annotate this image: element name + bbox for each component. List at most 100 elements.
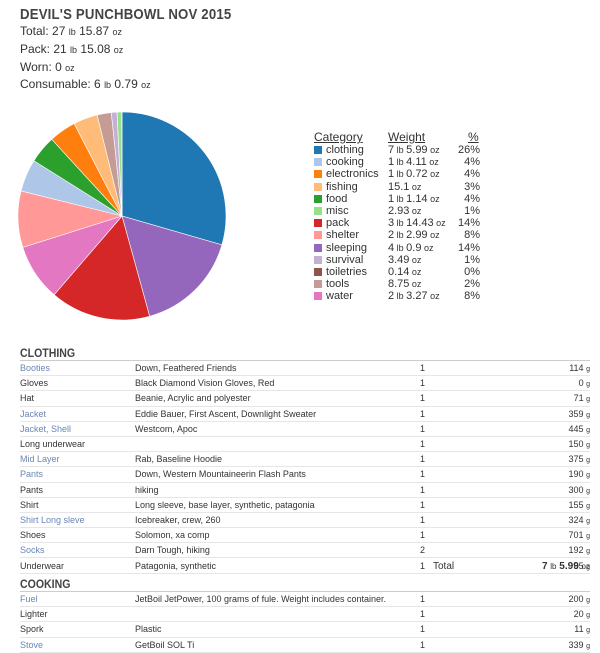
legend-header-category[interactable]: Category bbox=[314, 130, 363, 144]
item-quantity: 1 bbox=[420, 406, 490, 421]
item-name-link[interactable]: Stove bbox=[20, 637, 135, 652]
item-name: Shoes bbox=[20, 528, 135, 543]
item-quantity: 1 bbox=[420, 592, 490, 607]
total-weight: Total: 27 lb 15.87 oz bbox=[20, 24, 122, 38]
category-pie-chart bbox=[14, 108, 230, 324]
item-quantity: 1 bbox=[420, 452, 490, 467]
legend-swatch bbox=[314, 195, 322, 203]
legend-category: tools bbox=[326, 278, 349, 290]
legend-swatch bbox=[314, 280, 322, 288]
legend-percent: 8% bbox=[464, 229, 480, 241]
item-name-link[interactable]: Booties bbox=[20, 361, 135, 376]
item-name-link[interactable]: Shirt Long sleve bbox=[20, 512, 135, 527]
legend-swatch bbox=[314, 158, 322, 166]
legend-category: sleeping bbox=[326, 242, 367, 254]
item-name-link[interactable]: Pants bbox=[20, 467, 135, 482]
item-quantity: 1 bbox=[420, 436, 490, 451]
item-weight: 200 g bbox=[490, 592, 590, 607]
legend-category: clothing bbox=[326, 144, 364, 156]
item-description: hiking bbox=[135, 482, 420, 497]
item-quantity: 1 bbox=[420, 528, 490, 543]
legend-swatch bbox=[314, 256, 322, 264]
item-description: Patagonia, synthetic bbox=[135, 558, 420, 573]
legend-swatch bbox=[314, 183, 322, 191]
legend-swatch bbox=[314, 207, 322, 215]
legend-header-weight[interactable]: Weight bbox=[388, 130, 425, 144]
worn-weight: Worn: 0 oz bbox=[20, 60, 75, 74]
legend-weight: 1 lb 4.11 oz bbox=[388, 156, 439, 168]
legend-row[interactable]: cooking 1 lb 4.11 oz 4% bbox=[312, 156, 492, 168]
item-description: Down, Feathered Friends bbox=[135, 361, 420, 376]
legend-percent: 4% bbox=[464, 168, 480, 180]
item-description: GetBoil SOL Ti bbox=[135, 637, 420, 652]
item-description: Beanie, Acrylic and polyester bbox=[135, 391, 420, 406]
legend-category: pack bbox=[326, 217, 349, 229]
legend-swatch bbox=[314, 244, 322, 252]
item-quantity: 1 bbox=[420, 482, 490, 497]
item-description: Darn Tough, hiking bbox=[135, 543, 420, 558]
legend-header-percent[interactable]: % bbox=[468, 130, 479, 144]
section-title-clothing: CLOTHING bbox=[20, 346, 75, 360]
item-name-link[interactable]: Fuel bbox=[20, 592, 135, 607]
legend-weight: 1 lb 1.14 oz bbox=[388, 193, 440, 205]
item-weight: 359 g bbox=[490, 406, 590, 421]
item-weight: 114 g bbox=[490, 361, 590, 376]
legend-category: fishing bbox=[326, 181, 358, 193]
item-name: Lighter bbox=[20, 607, 135, 622]
consumable-weight: Consumable: 6 lb 0.79 oz bbox=[20, 77, 151, 91]
legend-category: cooking bbox=[326, 156, 364, 168]
item-weight: 445 g bbox=[490, 421, 590, 436]
item-quantity: 1 bbox=[420, 376, 490, 391]
legend-category: toiletries bbox=[326, 266, 367, 278]
legend-percent: 4% bbox=[464, 156, 480, 168]
item-name: Underwear bbox=[20, 558, 135, 573]
item-weight: 11 g bbox=[490, 622, 590, 637]
item-name: Gloves bbox=[20, 376, 135, 391]
item-name-link[interactable]: Jacket, Shell bbox=[20, 421, 135, 436]
item-weight: 324 g bbox=[490, 512, 590, 527]
legend-weight: 15.1 oz bbox=[388, 181, 421, 193]
item-name-link[interactable]: Jacket bbox=[20, 406, 135, 421]
item-name-link[interactable]: Socks bbox=[20, 543, 135, 558]
item-quantity: 1 bbox=[420, 607, 490, 622]
item-weight: 701 g bbox=[490, 528, 590, 543]
item-name-link[interactable]: Mid Layer bbox=[20, 452, 135, 467]
item-description: Rab, Baseline Hoodie bbox=[135, 452, 420, 467]
item-quantity: 1 bbox=[420, 421, 490, 436]
legend-swatch bbox=[314, 292, 322, 300]
legend-weight: 7 lb 5.99 oz bbox=[388, 144, 440, 156]
